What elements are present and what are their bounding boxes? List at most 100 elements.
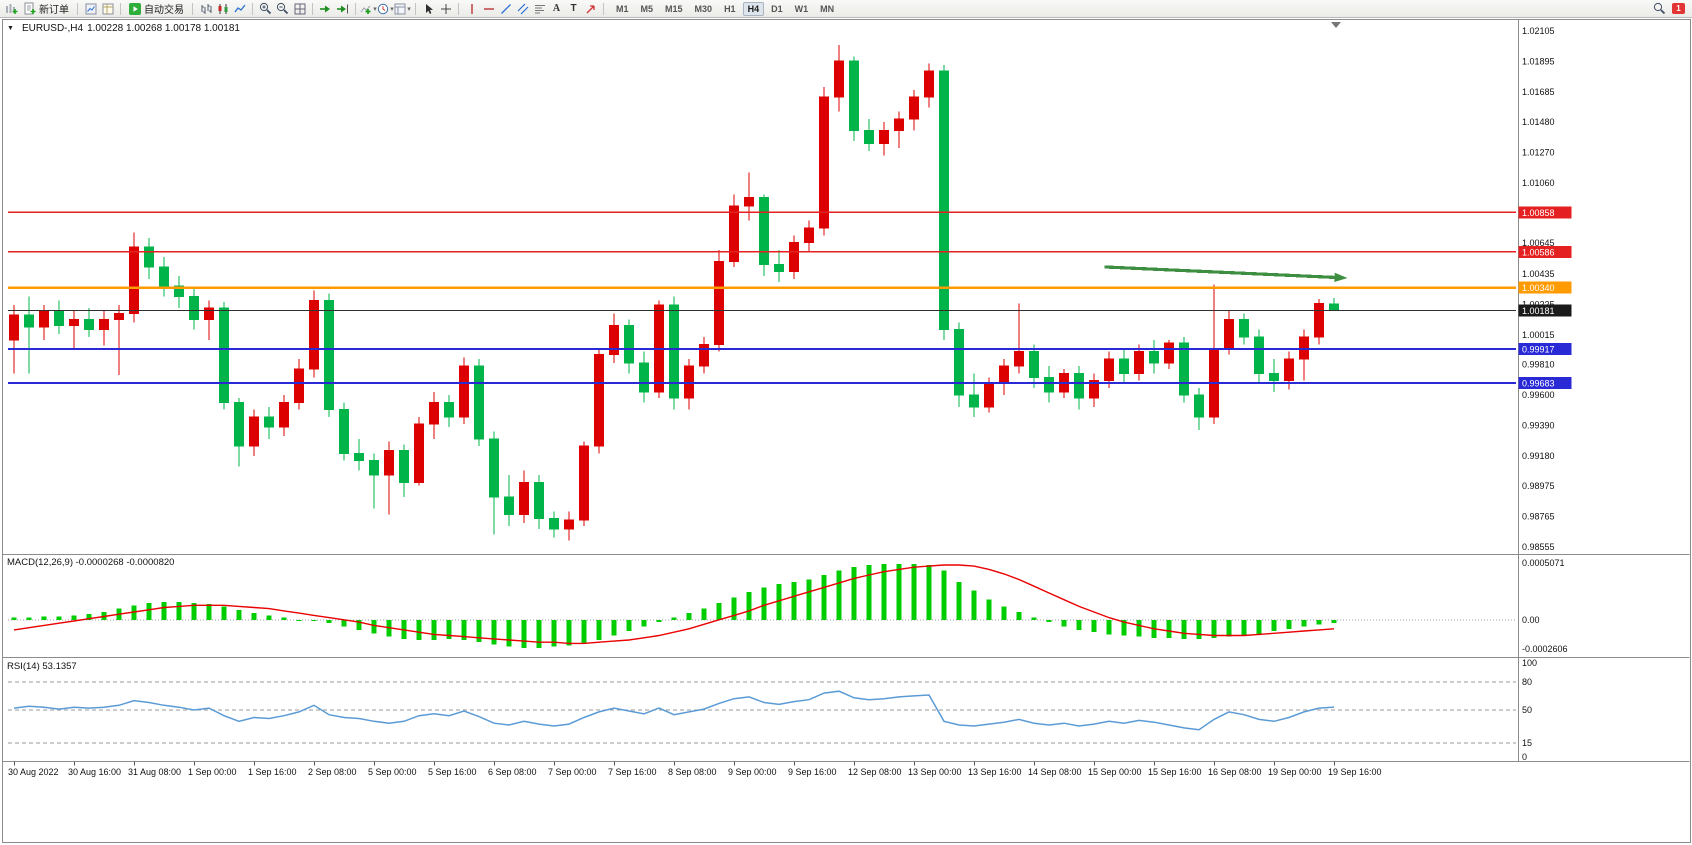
arrow-annotation[interactable] <box>1104 265 1335 279</box>
svg-text:0.98555: 0.98555 <box>1522 542 1555 552</box>
svg-text:1.01480: 1.01480 <box>1522 117 1555 127</box>
text-icon[interactable]: A <box>552 2 561 14</box>
period-button-m15[interactable]: M15 <box>665 3 683 14</box>
bar-chart-icon[interactable] <box>197 1 214 17</box>
svg-text:6 Sep 08:00: 6 Sep 08:00 <box>488 767 537 777</box>
market-watch-icon[interactable] <box>82 1 99 17</box>
svg-text:14 Sep 08:00: 14 Sep 08:00 <box>1028 767 1082 777</box>
toolbar-separator <box>355 2 356 15</box>
svg-text:1.00435: 1.00435 <box>1522 269 1555 279</box>
candlestick-chart-icon[interactable] <box>214 1 231 17</box>
svg-text:30 Aug 16:00: 30 Aug 16:00 <box>68 767 121 777</box>
svg-text:7 Sep 00:00: 7 Sep 00:00 <box>548 767 597 777</box>
svg-text:19 Sep 16:00: 19 Sep 16:00 <box>1328 767 1382 777</box>
svg-text:0.99917: 0.99917 <box>1522 345 1555 355</box>
svg-text:0.98765: 0.98765 <box>1522 512 1555 522</box>
tile-windows-icon[interactable] <box>291 1 308 17</box>
svg-text:1.00340: 1.00340 <box>1522 283 1555 293</box>
macd-indicator-label: MACD(12,26,9) -0.0000268 -0.0000820 <box>7 557 175 568</box>
period-button-w1[interactable]: W1 <box>794 3 809 14</box>
svg-text:50: 50 <box>1522 705 1532 715</box>
svg-text:1.00645: 1.00645 <box>1522 238 1555 248</box>
svg-text:15: 15 <box>1522 738 1532 748</box>
autotrading-play-icon <box>129 2 141 15</box>
svg-text:1 Sep 16:00: 1 Sep 16:00 <box>248 767 297 777</box>
svg-text:13 Sep 00:00: 13 Sep 00:00 <box>908 767 962 777</box>
svg-text:0.99390: 0.99390 <box>1522 421 1555 431</box>
new-order-button[interactable]: 新订单 <box>20 1 73 17</box>
chart-header: EURUSD-,H41.00228 1.00268 1.00178 1.0018… <box>7 23 244 34</box>
period-button-m30[interactable]: M30 <box>694 3 713 14</box>
rsi-line <box>13 690 1335 731</box>
search-icon[interactable] <box>1651 1 1668 17</box>
data-window-icon[interactable] <box>99 1 116 17</box>
arrow-head[interactable] <box>1334 272 1348 282</box>
period-button-d1[interactable]: D1 <box>771 3 783 14</box>
chevron-down-icon: ▾ <box>390 5 394 13</box>
svg-text:0.0005071: 0.0005071 <box>1522 558 1565 568</box>
fibonacci-icon[interactable] <box>531 1 548 17</box>
svg-text:-0.0002606: -0.0002606 <box>1522 644 1568 654</box>
channel-icon[interactable] <box>514 1 531 17</box>
chevron-down-icon: ▾ <box>407 5 411 13</box>
period-buttons: M1 M5 M15 M30 H1 H4 D1 W1 MN <box>610 1 840 16</box>
svg-text:1.01060: 1.01060 <box>1522 178 1555 188</box>
svg-text:12 Sep 08:00: 12 Sep 08:00 <box>848 767 902 777</box>
zoom-in-icon[interactable] <box>257 1 274 17</box>
auto-scroll-icon[interactable] <box>317 1 334 17</box>
svg-text:1.00858: 1.00858 <box>1522 208 1555 218</box>
svg-text:15 Sep 16:00: 15 Sep 16:00 <box>1148 767 1202 777</box>
toolbar: 新订单 自动交易 ▾ ▾ ▾ A T M1 M5 M15 M30 H1 H4 D1 W1 MN … <box>0 0 1692 18</box>
zoom-out-icon[interactable] <box>274 1 291 17</box>
indicators-icon[interactable]: ▾ <box>360 1 377 17</box>
arrows-tool-icon[interactable] <box>582 1 599 17</box>
svg-text:30 Aug 2022: 30 Aug 2022 <box>8 767 59 777</box>
chart-window-border <box>2 19 1691 843</box>
svg-text:31 Aug 08:00: 31 Aug 08:00 <box>128 767 181 777</box>
period-button-m1[interactable]: M1 <box>616 3 629 14</box>
periods-icon[interactable]: ▾ <box>377 1 394 17</box>
svg-text:9 Sep 16:00: 9 Sep 16:00 <box>788 767 837 777</box>
time-axis[interactable]: 30 Aug 2022 30 Aug 16:00 31 Aug 08:00 1 Sep… <box>8 762 1382 777</box>
svg-text:100: 100 <box>1522 658 1537 668</box>
price-axis[interactable]: 1.02105 1.01895 1.01685 1.01480 1.01270 1.010… <box>1518 26 1572 552</box>
svg-text:1.01895: 1.01895 <box>1522 57 1555 67</box>
chart-symbol-period: EURUSD-,H4 <box>21 23 84 34</box>
horizontal-line-icon[interactable] <box>480 1 497 17</box>
new-chart-icon[interactable] <box>3 1 20 17</box>
toolbar-separator <box>192 2 193 15</box>
autotrading-button[interactable]: 自动交易 <box>125 1 188 17</box>
period-button-h4[interactable]: H4 <box>742 1 765 16</box>
toolbar-right-group: 1 <box>1651 1 1689 17</box>
svg-text:1.00225: 1.00225 <box>1522 299 1555 309</box>
svg-text:9 Sep 00:00: 9 Sep 00:00 <box>728 767 777 777</box>
templates-icon[interactable]: ▾ <box>394 1 411 17</box>
svg-text:13 Sep 16:00: 13 Sep 16:00 <box>968 767 1022 777</box>
candles-layer[interactable] <box>9 44 1339 541</box>
cursor-icon[interactable] <box>420 1 437 17</box>
svg-text:15 Sep 00:00: 15 Sep 00:00 <box>1088 767 1142 777</box>
svg-text:1.00015: 1.00015 <box>1522 330 1555 340</box>
chart-shift-marker[interactable] <box>1331 22 1341 28</box>
toolbar-separator <box>458 2 459 15</box>
text-label-icon[interactable]: T <box>570 2 577 14</box>
period-button-m5[interactable]: M5 <box>640 3 654 14</box>
line-chart-icon[interactable] <box>231 1 248 17</box>
svg-text:0.99180: 0.99180 <box>1522 451 1555 461</box>
period-button-mn[interactable]: MN <box>820 3 835 14</box>
svg-text:0.99810: 0.99810 <box>1522 360 1555 370</box>
rsi-panel[interactable]: 100 80 50 15 0 <box>8 658 1537 762</box>
new-order-label: 新订单 <box>39 5 69 16</box>
chart-collapse-icon[interactable] <box>7 23 18 34</box>
chart-shift-icon[interactable] <box>334 1 351 17</box>
macd-panel[interactable]: 0.0005071 0.00 -0.0002606 <box>8 558 1568 654</box>
svg-text:1.02105: 1.02105 <box>1522 26 1555 36</box>
vertical-line-icon[interactable] <box>463 1 480 17</box>
notification-badge[interactable]: 1 <box>1672 3 1685 14</box>
trendline-icon[interactable] <box>497 1 514 17</box>
chevron-down-icon: ▾ <box>373 5 377 13</box>
svg-text:1.01685: 1.01685 <box>1522 87 1555 97</box>
period-button-h1[interactable]: H1 <box>724 3 736 14</box>
crosshair-icon[interactable] <box>437 1 454 17</box>
